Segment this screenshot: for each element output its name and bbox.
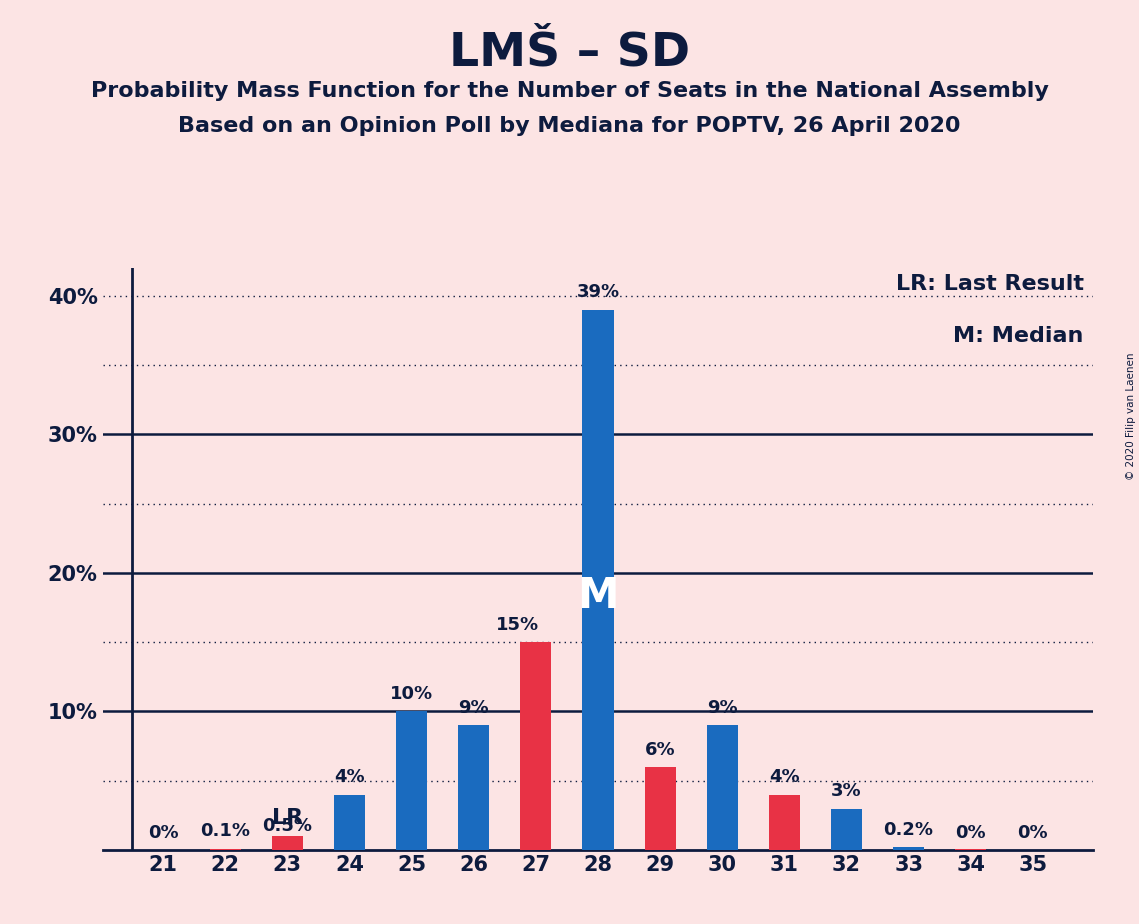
Text: LR: Last Result: LR: Last Result (895, 274, 1083, 294)
Bar (272, 836, 303, 850)
Bar (272, 843, 303, 850)
Text: 0%: 0% (148, 824, 179, 842)
Text: LMŠ – SD: LMŠ – SD (449, 30, 690, 76)
Bar (210, 848, 240, 850)
Text: 0%: 0% (956, 824, 986, 842)
Text: 15%: 15% (495, 616, 539, 634)
Bar (396, 711, 427, 850)
Text: M: M (577, 575, 618, 617)
Bar (582, 310, 614, 850)
Text: 39%: 39% (576, 284, 620, 301)
Bar (645, 767, 675, 850)
Text: Probability Mass Function for the Number of Seats in the National Assembly: Probability Mass Function for the Number… (91, 81, 1048, 102)
Text: 10%: 10% (390, 686, 433, 703)
Text: 6%: 6% (645, 741, 675, 759)
Text: 9%: 9% (458, 699, 489, 717)
Text: 0.1%: 0.1% (200, 822, 251, 841)
Text: 0.2%: 0.2% (884, 821, 934, 839)
Bar (521, 642, 551, 850)
Bar (769, 795, 800, 850)
Bar (706, 725, 738, 850)
Text: 0%: 0% (1017, 824, 1048, 842)
Bar (458, 725, 490, 850)
Text: 3%: 3% (831, 783, 862, 800)
Text: 9%: 9% (707, 699, 738, 717)
Text: 4%: 4% (769, 769, 800, 786)
Text: M: Median: M: Median (953, 326, 1083, 346)
Bar (334, 795, 364, 850)
Bar (831, 808, 862, 850)
Bar (893, 847, 924, 850)
Text: © 2020 Filip van Laenen: © 2020 Filip van Laenen (1126, 352, 1136, 480)
Text: 4%: 4% (334, 769, 364, 786)
Text: 0.5%: 0.5% (262, 817, 312, 835)
Text: Based on an Opinion Poll by Mediana for POPTV, 26 April 2020: Based on an Opinion Poll by Mediana for … (178, 116, 961, 136)
Text: LR: LR (272, 808, 303, 828)
